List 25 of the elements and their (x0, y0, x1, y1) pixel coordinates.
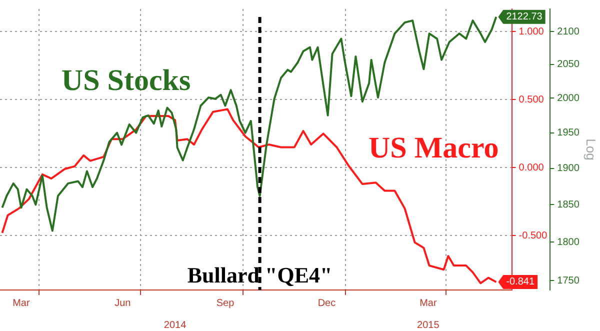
y-tick-label: -0.500 (518, 230, 548, 242)
y2-tick-label: 1950 (557, 128, 580, 139)
x-tick-label: Sep (216, 298, 235, 309)
y2-tick-label: 2000 (557, 92, 580, 104)
ref-line-label: Bullard "QE4" (187, 262, 332, 288)
y2-tick-label: 2100 (557, 26, 580, 38)
data-label: 2122.73 (506, 12, 543, 23)
x-tick-label: Mar (12, 298, 30, 309)
x-tick-label: Dec (318, 298, 336, 309)
x-tick-label: Mar (420, 298, 438, 309)
y2-tick-label: 2050 (557, 59, 580, 70)
y2-tick-label: 1800 (557, 236, 580, 248)
x2-tick-label: 2014 (164, 320, 187, 331)
series-label: US Stocks (61, 64, 191, 97)
y-tick-label: 0.000 (518, 162, 544, 174)
y2-tick-label: 1900 (557, 163, 580, 174)
y-tick-label: 1.000 (518, 26, 544, 38)
y2-tick-label: 1850 (557, 199, 580, 210)
series-label: US Macro (368, 131, 499, 164)
y-tick-label: 0.500 (518, 94, 544, 106)
y2-axis-title: Log (584, 138, 599, 160)
x2-tick-label: 2015 (417, 320, 440, 331)
x-tick-label: Jun (114, 298, 131, 309)
data-label: -0.841 (506, 276, 535, 288)
y2-tick-label: 1750 (557, 275, 580, 286)
